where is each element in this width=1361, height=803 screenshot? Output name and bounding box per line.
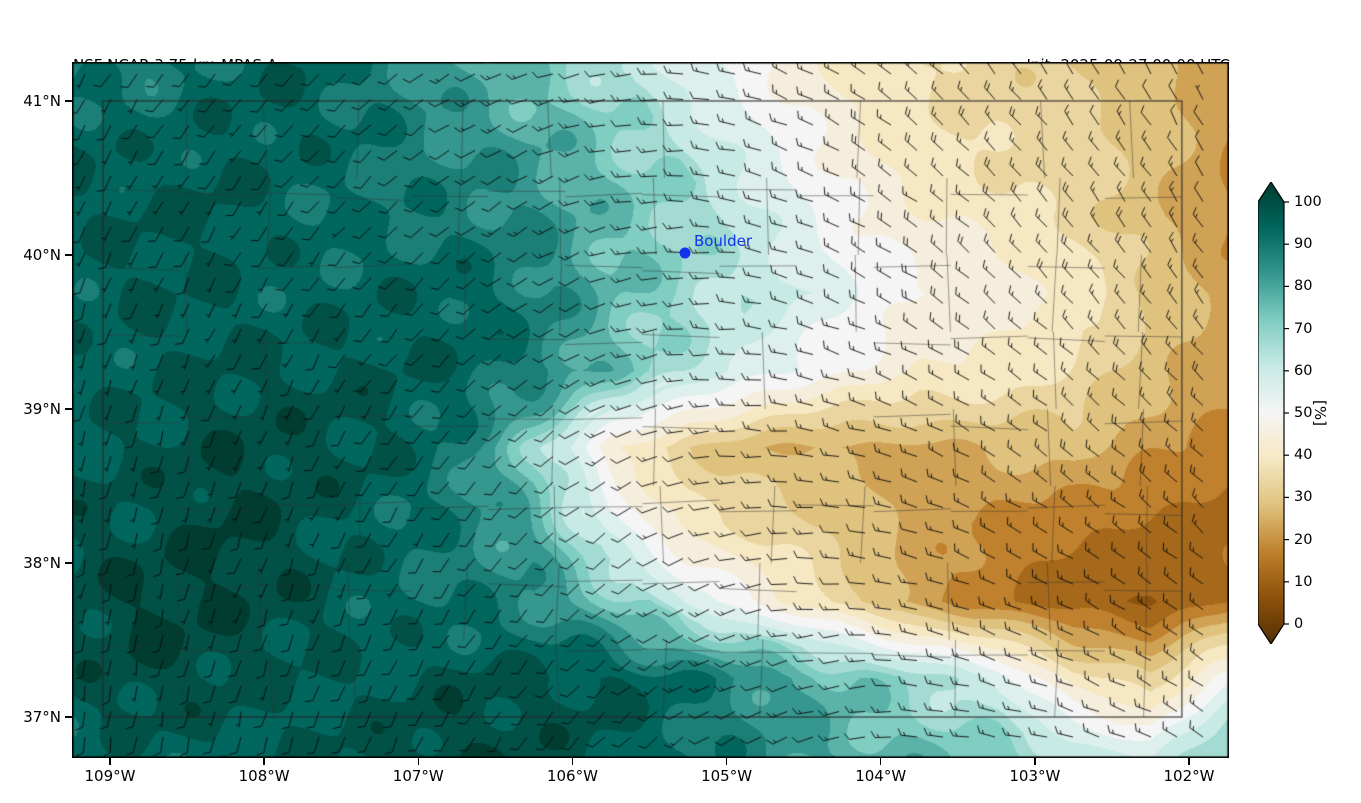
lat-tick-mark [65, 254, 72, 256]
rh-wind-map-canvas [72, 62, 1229, 758]
colorbar-units-label: [%] [1311, 400, 1329, 426]
colorbar-tick-label: 10 [1294, 573, 1313, 590]
colorbar-tick-label: 80 [1294, 278, 1313, 295]
lon-tick-label: 109°W [84, 767, 136, 785]
lat-tick-label: 38°N [23, 554, 61, 572]
lon-tick-label: 107°W [392, 767, 444, 785]
colorbar-tick-label: 50 [1294, 405, 1313, 421]
colorbar-tick-label: 90 [1294, 236, 1313, 253]
lon-tick-mark [109, 758, 111, 765]
lon-tick-label: 105°W [701, 767, 753, 785]
lat-tick-label: 37°N [23, 708, 61, 727]
lon-tick-label: 103°W [1009, 767, 1061, 785]
lon-tick-mark [417, 758, 419, 765]
lat-tick-mark [65, 100, 72, 102]
colorbar: 100 90 80 70 60 50 40 30 20 10 0 [%] [1258, 182, 1360, 644]
lon-tick-label: 108°W [238, 767, 290, 785]
lat-tick-label: 40°N [23, 245, 61, 264]
colorbar-tick-label: 60 [1294, 362, 1313, 379]
lon-tick-mark [880, 758, 882, 765]
colorbar-tick-label: 40 [1294, 447, 1313, 464]
lon-tick-mark [571, 758, 574, 765]
lon-tick-label: 106°W [546, 767, 598, 785]
lat-tick-label: 41°N [23, 91, 61, 110]
colorbar-tick-label: 30 [1294, 489, 1313, 506]
map-plot: Boulder [72, 62, 1229, 758]
colorbar-tick-label: 70 [1294, 320, 1313, 337]
lat-tick-mark [65, 408, 72, 410]
colorbar-gradient [1258, 182, 1289, 644]
colorbar-tick-label: 100 [1294, 194, 1322, 210]
boulder-marker-dot [679, 247, 691, 259]
lat-tick-mark [65, 716, 72, 718]
lon-tick-mark [263, 758, 265, 765]
lat-tick-label: 39°N [23, 399, 61, 418]
lon-tick-label: 104°W [855, 767, 907, 785]
colorbar-tick-label: 0 [1294, 616, 1304, 632]
lon-tick-mark [1034, 758, 1036, 765]
lon-tick-label: 102°W [1163, 767, 1215, 785]
colorbar-tick-label: 20 [1294, 531, 1313, 548]
lon-tick-mark [1188, 758, 1190, 765]
lon-tick-mark [725, 758, 728, 765]
lat-tick-mark [65, 562, 72, 564]
boulder-label: Boulder [693, 231, 752, 250]
